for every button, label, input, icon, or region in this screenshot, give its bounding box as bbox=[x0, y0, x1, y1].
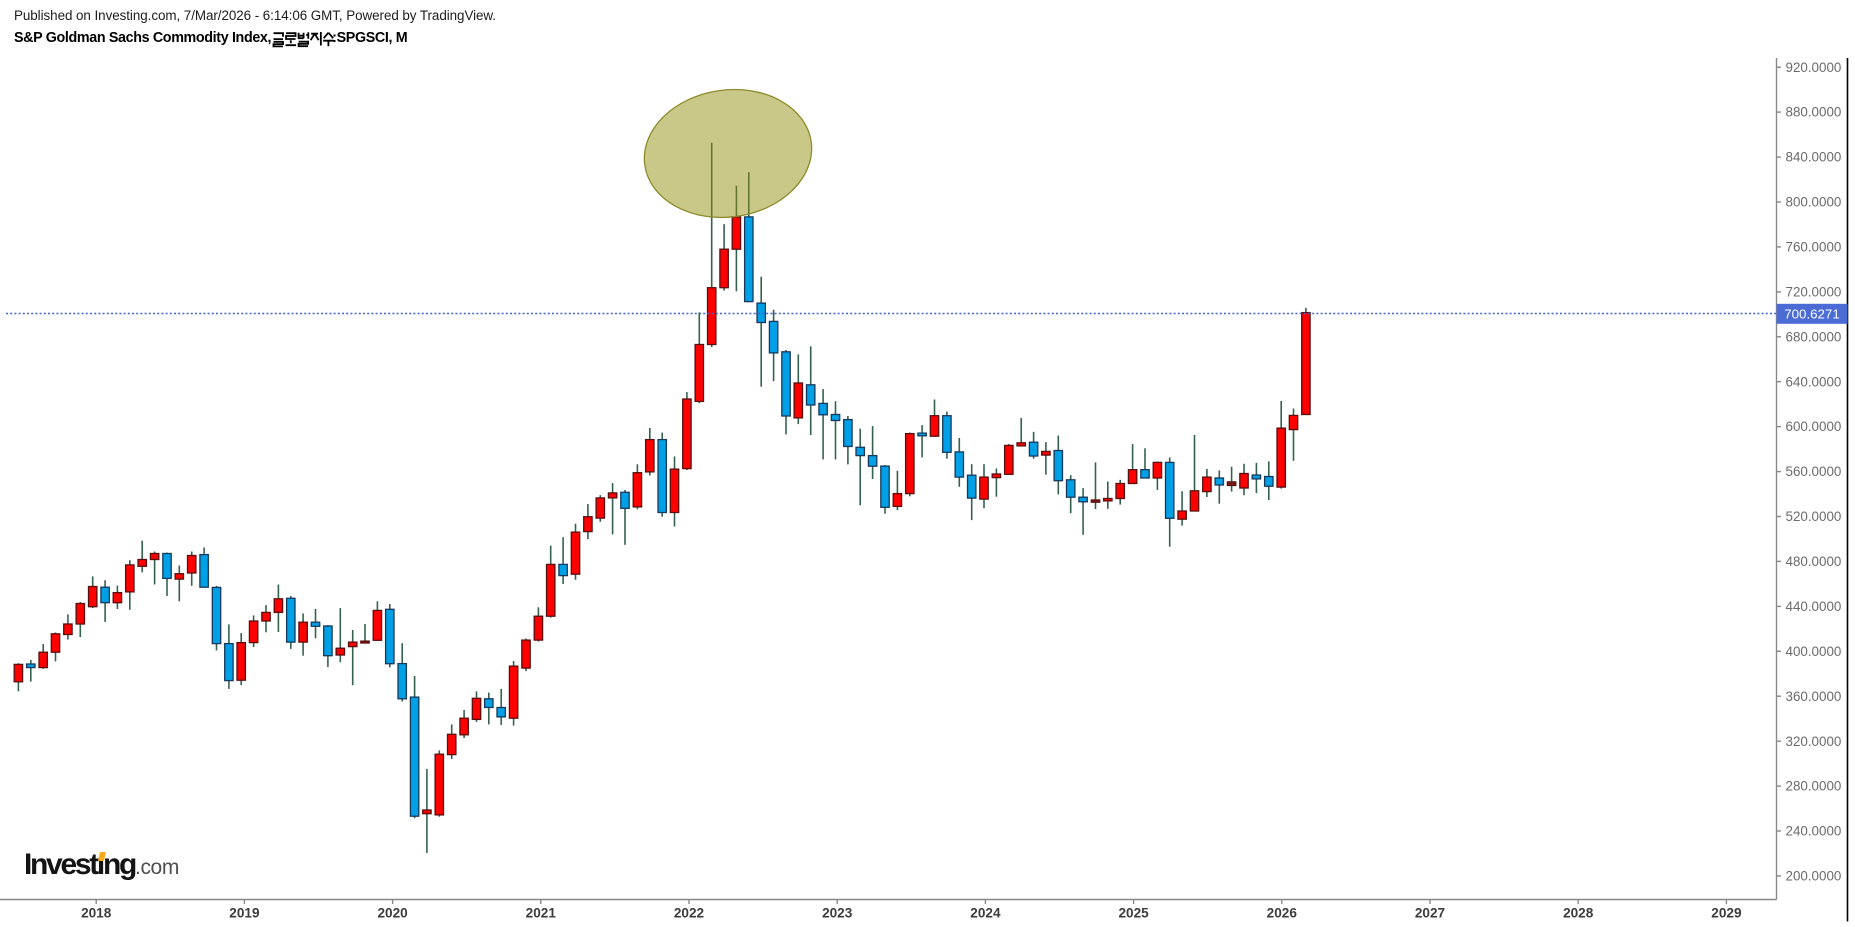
svg-text:440.0000: 440.0000 bbox=[1786, 599, 1842, 614]
svg-text:360.0000: 360.0000 bbox=[1786, 689, 1842, 704]
svg-text:880.0000: 880.0000 bbox=[1786, 105, 1842, 120]
svg-text:840.0000: 840.0000 bbox=[1786, 150, 1842, 165]
svg-text:720.0000: 720.0000 bbox=[1786, 285, 1842, 300]
svg-text:480.0000: 480.0000 bbox=[1786, 554, 1842, 569]
svg-text:680.0000: 680.0000 bbox=[1786, 329, 1842, 344]
svg-text:2018: 2018 bbox=[81, 906, 112, 921]
svg-text:2025: 2025 bbox=[1118, 906, 1149, 921]
svg-text:2024: 2024 bbox=[970, 906, 1001, 921]
svg-text:520.0000: 520.0000 bbox=[1786, 509, 1842, 524]
svg-text:200.0000: 200.0000 bbox=[1786, 869, 1842, 884]
svg-text:700.6271: 700.6271 bbox=[1784, 306, 1839, 321]
svg-text:2020: 2020 bbox=[377, 906, 407, 921]
svg-text:240.0000: 240.0000 bbox=[1786, 824, 1842, 839]
svg-text:600.0000: 600.0000 bbox=[1786, 419, 1842, 434]
svg-text:2021: 2021 bbox=[526, 906, 557, 921]
svg-text:640.0000: 640.0000 bbox=[1786, 374, 1842, 389]
svg-text:2019: 2019 bbox=[229, 906, 260, 921]
svg-text:2022: 2022 bbox=[674, 906, 705, 921]
svg-text:920.0000: 920.0000 bbox=[1786, 60, 1842, 75]
svg-text:2028: 2028 bbox=[1563, 906, 1594, 921]
svg-text:800.0000: 800.0000 bbox=[1786, 195, 1842, 210]
svg-text:560.0000: 560.0000 bbox=[1786, 464, 1842, 479]
svg-text:280.0000: 280.0000 bbox=[1786, 779, 1842, 794]
svg-text:400.0000: 400.0000 bbox=[1786, 644, 1842, 659]
svg-text:2023: 2023 bbox=[822, 906, 853, 921]
svg-text:2029: 2029 bbox=[1711, 906, 1742, 921]
svg-text:760.0000: 760.0000 bbox=[1786, 240, 1842, 255]
svg-text:2027: 2027 bbox=[1415, 906, 1445, 921]
svg-text:320.0000: 320.0000 bbox=[1786, 734, 1842, 749]
svg-text:2026: 2026 bbox=[1267, 906, 1298, 921]
